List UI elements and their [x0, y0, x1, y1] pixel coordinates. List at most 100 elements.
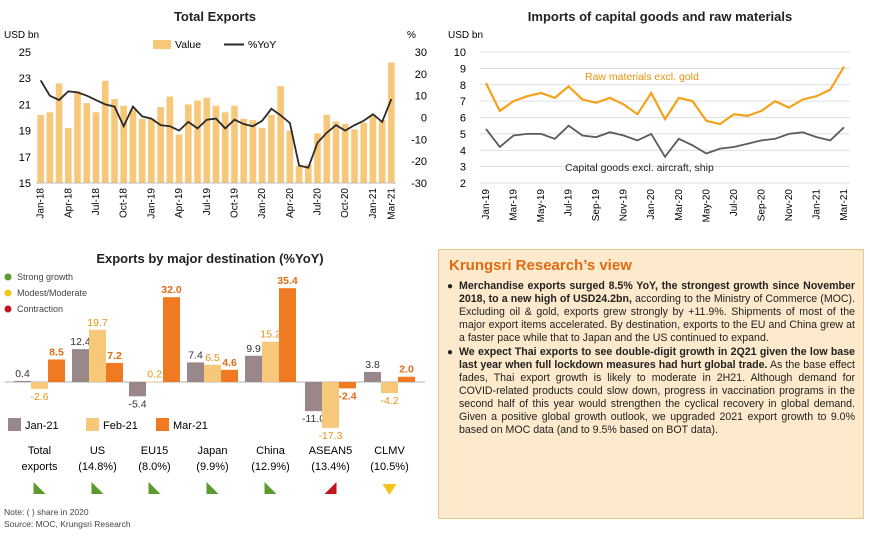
- right-tick-label: 30: [415, 47, 427, 59]
- destination-title: Exports by major destination (%YoY): [96, 251, 324, 266]
- destination-data-label: 0.4: [15, 368, 30, 380]
- yoy-line: [39, 79, 393, 169]
- imports-tick-label: 9: [460, 63, 466, 75]
- imports-x-tick-label: Mar-20: [674, 189, 685, 221]
- destination-data-label: -5.4: [128, 398, 146, 410]
- destination-name: Total: [28, 445, 51, 457]
- x-tick-label: Oct-20: [340, 188, 351, 218]
- legend-yoy-label: %YoY: [248, 39, 276, 51]
- x-tick-label: Jul-18: [91, 188, 102, 216]
- series-legend-swatch: [86, 418, 99, 431]
- destination-data-label: -17.3: [319, 430, 343, 442]
- imports-unit: USD bn: [448, 30, 483, 41]
- destination-data-label: 0.2: [147, 368, 162, 380]
- destination-bar: [204, 364, 221, 382]
- x-tick-label: Oct-18: [119, 188, 130, 218]
- x-tick-label: Jan-21: [368, 188, 379, 219]
- right-tick-label: -10: [411, 134, 427, 146]
- destination-data-label: 19.7: [87, 317, 108, 329]
- destination-data-label: 8.5: [49, 346, 64, 358]
- legend-dot: [4, 305, 12, 313]
- destination-bar: [398, 376, 415, 382]
- strong-growth-arrow-icon: [33, 482, 46, 494]
- destination-data-label: -11.0: [302, 413, 325, 425]
- value-bar: [240, 118, 248, 183]
- value-bar: [184, 104, 192, 183]
- legend-value-label: Value: [175, 39, 201, 51]
- capital-goods-label: Capital goods excl. aircraft, ship: [565, 162, 714, 174]
- destination-bar: [14, 380, 31, 382]
- value-bar: [351, 129, 358, 183]
- destination-share: (10.5%): [370, 461, 409, 473]
- destination-data-label: 6.5: [205, 352, 220, 364]
- legend-dot: [4, 273, 12, 281]
- imports-tick-label: 2: [460, 178, 466, 190]
- destination-bar: [72, 349, 89, 382]
- x-tick-label: Jul-19: [202, 188, 213, 216]
- value-bar: [277, 86, 284, 183]
- imports-tick-label: 5: [460, 129, 466, 141]
- destination-data-label: 12.4: [70, 336, 91, 348]
- destination-bar: [262, 341, 279, 382]
- destination-bar: [89, 329, 106, 382]
- destination-data-label: -2.6: [30, 391, 48, 403]
- imports-tick-label: 7: [460, 96, 466, 108]
- strong-growth-arrow-icon: [206, 482, 219, 494]
- destination-bar: [381, 382, 398, 394]
- contraction-arrow-icon: [324, 482, 337, 494]
- x-tick-label: Jan-18: [36, 188, 47, 219]
- right-tick-label: -20: [411, 156, 427, 168]
- value-bar: [323, 114, 331, 183]
- destination-data-label: 2.0: [399, 364, 414, 376]
- value-bar: [249, 120, 257, 183]
- research-view-list: ● Merchandise exports surged 8.5% YoY, th…: [447, 280, 855, 438]
- value-bar: [388, 62, 395, 184]
- imports-tick-label: 8: [460, 80, 466, 92]
- research-view-paragraph-1: ● Merchandise exports surged 8.5% YoY, th…: [447, 280, 855, 345]
- destination-data-label: 7.2: [107, 350, 122, 362]
- value-bar: [304, 164, 312, 183]
- destination-share: (14.8%): [78, 461, 117, 473]
- destination-bar: [279, 288, 296, 382]
- left-tick-label: 17: [19, 152, 31, 164]
- value-bar: [231, 105, 238, 183]
- paragraph-2-text: As the base effect fades, Thai export gr…: [459, 359, 856, 436]
- value-bar: [46, 112, 54, 183]
- value-bar: [111, 99, 118, 183]
- x-tick-label: Apr-19: [174, 188, 185, 218]
- destination-bar: [146, 381, 163, 383]
- value-bar: [286, 130, 294, 183]
- destination-bar: [163, 297, 180, 382]
- strong-growth-arrow-icon: [264, 482, 277, 494]
- imports-x-tick-label: Mar-21: [839, 189, 850, 221]
- research-view-panel: Krungsri Research’s view ● Merchandise ex…: [438, 249, 864, 519]
- imports-x-tick-label: Mar-19: [509, 189, 520, 221]
- right-tick-label: 10: [415, 91, 427, 103]
- bullet-icon: ●: [447, 281, 454, 292]
- destination-bar: [221, 369, 238, 382]
- destination-name: China: [256, 445, 286, 457]
- destination-data-label: -4.2: [380, 395, 398, 407]
- destination-data-label: 4.6: [222, 357, 237, 369]
- legend-growth-label: Contraction: [17, 304, 63, 314]
- imports-x-tick-label: Sep-20: [756, 189, 767, 222]
- x-tick-label: Jan-19: [146, 188, 157, 219]
- right-axis-unit: %: [407, 30, 416, 41]
- left-axis-unit: USD bn: [4, 30, 39, 41]
- value-bar: [221, 112, 229, 183]
- series-legend-label: Feb-21: [103, 420, 138, 432]
- x-tick-label: Mar-21: [386, 188, 397, 220]
- destination-bar: [48, 359, 65, 382]
- value-bar: [268, 114, 275, 183]
- destination-data-label: -2.4: [338, 390, 356, 402]
- destination-share: exports: [21, 461, 58, 473]
- raw-materials-label: Raw materials excl. gold: [585, 71, 699, 83]
- x-tick-label: Oct-19: [229, 188, 240, 218]
- series-legend-label: Jan-21: [25, 420, 59, 432]
- value-bar: [258, 127, 266, 183]
- value-bar: [295, 165, 303, 183]
- imports-title: Imports of capital goods and raw materia…: [527, 9, 793, 24]
- destination-name: CLMV: [374, 445, 405, 457]
- right-tick-label: -30: [411, 178, 427, 190]
- destination-data-label: 32.0: [161, 284, 182, 296]
